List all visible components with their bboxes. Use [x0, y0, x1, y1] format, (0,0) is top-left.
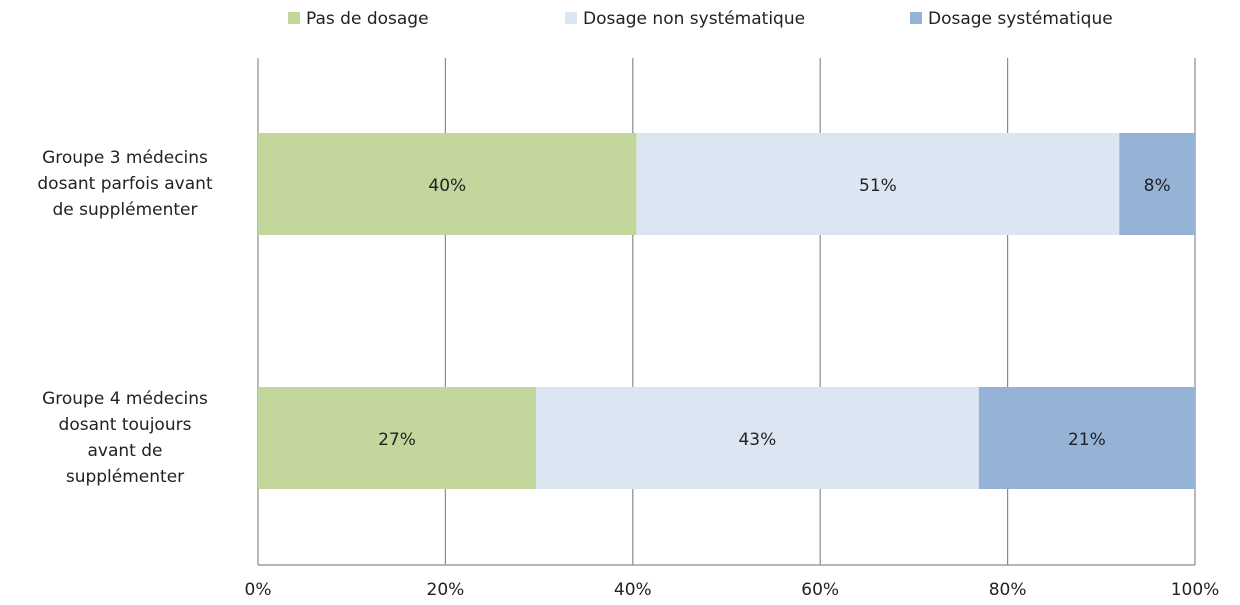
data-label: 27% [378, 430, 416, 450]
y-tick-label: Groupe 4 médecins dosant toujours avant … [42, 389, 208, 487]
data-label: 43% [738, 430, 776, 450]
y-tick-label: Groupe 3 médecins dosant parfois avant d… [37, 148, 213, 220]
legend-label: Dosage systématique [928, 9, 1113, 29]
data-label: 51% [859, 176, 897, 196]
data-label: 40% [428, 176, 466, 196]
bar [1119, 133, 1195, 235]
bar [536, 387, 979, 489]
bar [978, 387, 1195, 489]
bar [258, 133, 637, 235]
bar [258, 387, 537, 489]
legend-swatch [910, 12, 922, 24]
legend-label: Dosage non systématique [583, 9, 805, 29]
x-tick-label: 0% [245, 580, 272, 600]
x-tick-label: 20% [427, 580, 465, 600]
bar [636, 133, 1120, 235]
legend-label: Pas de dosage [306, 9, 429, 29]
x-tick-label: 100% [1171, 580, 1220, 600]
x-tick-label: 60% [801, 580, 839, 600]
x-tick-label: 80% [989, 580, 1027, 600]
x-tick-label: 40% [614, 580, 652, 600]
data-label: 21% [1068, 430, 1106, 450]
data-label: 8% [1144, 176, 1171, 196]
legend-swatch [565, 12, 577, 24]
legend-swatch [288, 12, 300, 24]
